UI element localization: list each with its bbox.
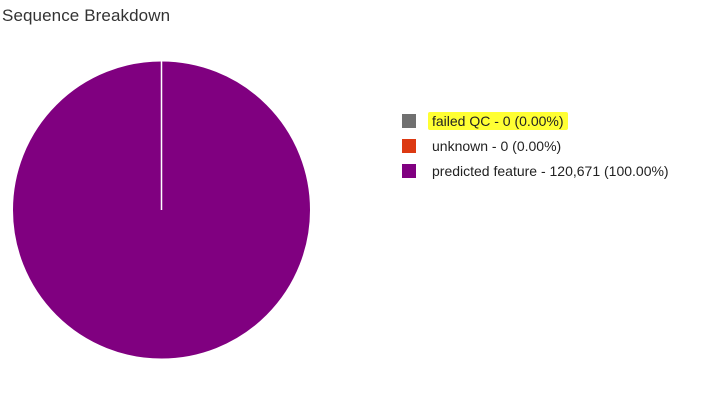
legend-item-predicted-feature[interactable]: predicted feature - 120,671 (100.00%) <box>402 158 698 183</box>
legend-swatch <box>402 139 416 153</box>
legend-label: predicted feature - 120,671 (100.00%) <box>428 162 673 180</box>
legend-item-unknown[interactable]: unknown - 0 (0.00%) <box>402 133 698 158</box>
chart-legend: failed QC - 0 (0.00%) unknown - 0 (0.00%)… <box>402 108 698 183</box>
legend-label: unknown - 0 (0.00%) <box>428 137 565 155</box>
legend-label: failed QC - 0 (0.00%) <box>428 112 568 130</box>
legend-swatch <box>402 114 416 128</box>
legend-swatch <box>402 164 416 178</box>
legend-item-failed-qc[interactable]: failed QC - 0 (0.00%) <box>402 108 698 133</box>
